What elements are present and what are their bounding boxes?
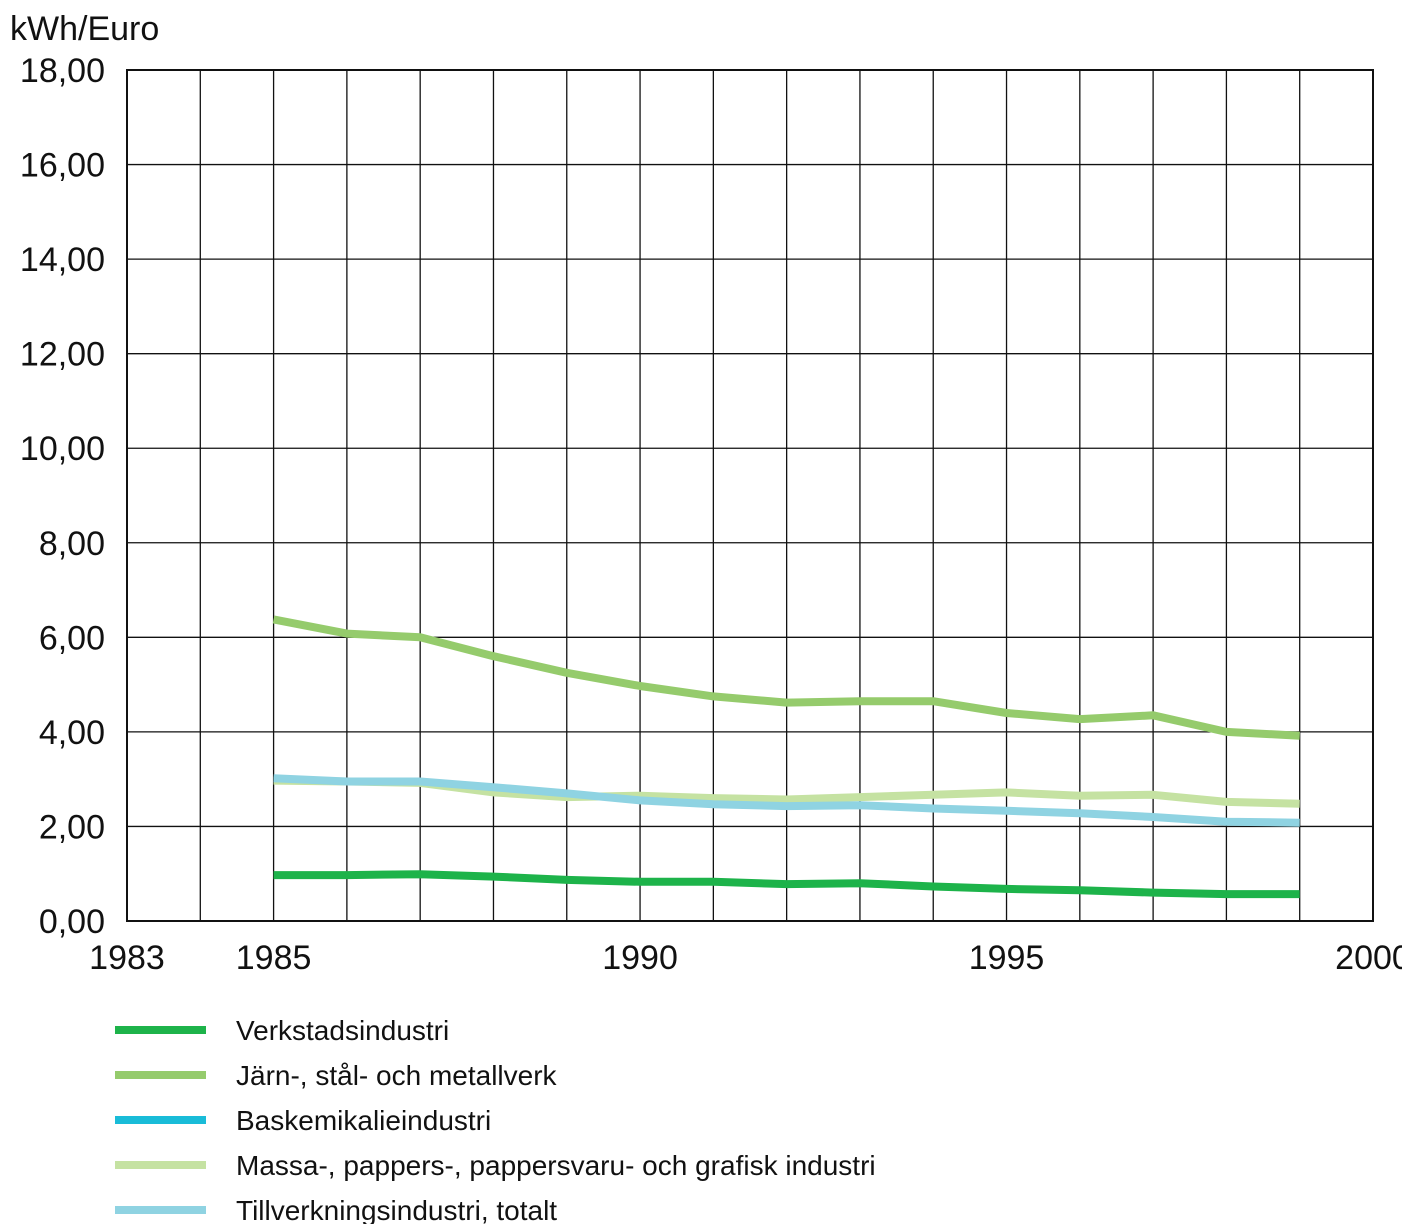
series-line: [273, 870, 1300, 899]
x-tick-label: 1983: [89, 939, 165, 977]
y-tick-label: 2,00: [39, 808, 105, 846]
x-tick-label: 2000: [1335, 939, 1402, 977]
legend-label: Baskemikalieindustri: [236, 1105, 491, 1136]
y-axis-label: kWh/Euro: [10, 10, 159, 48]
x-tick-labels: 1983 1985 1990 1995 2000: [89, 939, 1402, 977]
x-tick-label: 1995: [969, 939, 1045, 977]
y-tick-labels: 0,00 2,00 4,00 6,00 8,00 10,00 12,00 14,00 16,00…: [20, 52, 105, 941]
series-line: [273, 774, 1300, 827]
series-lines: [272, 615, 1300, 899]
grid: [127, 70, 1373, 921]
y-tick-label: 16,00: [20, 147, 105, 185]
plot-frame: [126, 69, 1374, 922]
legend-label: Verkstadsindustri: [236, 1015, 449, 1046]
legend: Verkstadsindustri Järn-, stål- och metall…: [115, 1015, 876, 1224]
legend-label: Järn-, stål- och metallverk: [236, 1060, 558, 1091]
x-tick-label: 1985: [236, 939, 312, 977]
legend-label: Tillverkningsindustri, totalt: [236, 1195, 557, 1224]
y-tick-label: 12,00: [20, 336, 105, 374]
y-tick-label: 8,00: [39, 525, 105, 563]
y-tick-label: 14,00: [20, 241, 105, 279]
y-tick-label: 4,00: [39, 714, 105, 752]
x-tick-label: 1990: [602, 939, 678, 977]
legend-label: Massa-, pappers-, pappersvaru- och grafi…: [236, 1150, 876, 1181]
y-tick-label: 6,00: [39, 619, 105, 657]
y-tick-label: 18,00: [20, 52, 105, 90]
y-tick-label: 0,00: [39, 903, 105, 941]
series-line: [272, 615, 1300, 740]
y-tick-label: 10,00: [20, 430, 105, 468]
